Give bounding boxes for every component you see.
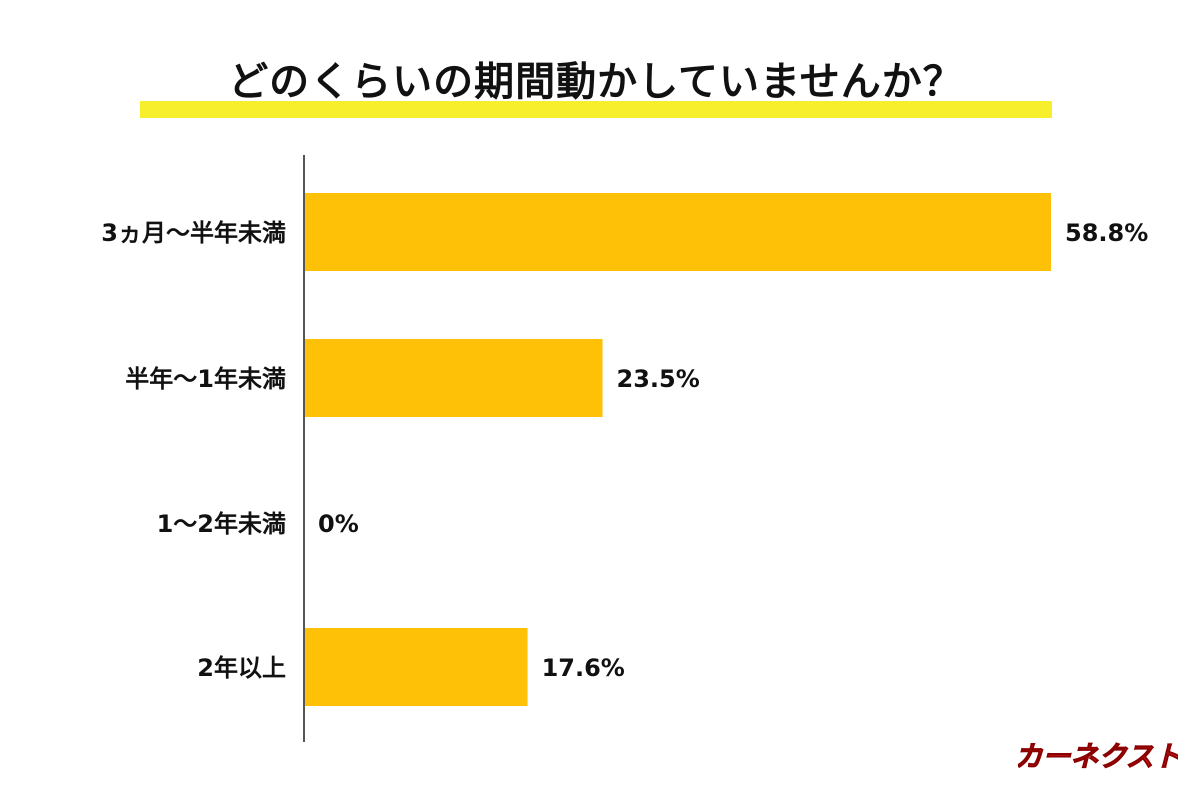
brand-logo-outline: カーネクスト bbox=[1018, 740, 1178, 773]
bar bbox=[304, 339, 603, 417]
value-label: 23.5% bbox=[617, 365, 700, 393]
brand-logo-text: カーネクスト bbox=[1018, 740, 1178, 773]
value-label: 58.8% bbox=[1065, 219, 1148, 247]
value-label: 17.6% bbox=[542, 654, 625, 682]
brand-logo: カーネクスト カーネクスト bbox=[1018, 737, 1178, 776]
chart-title: どのくらいの期間動かしていませんか？ bbox=[228, 59, 964, 105]
bar bbox=[304, 628, 528, 706]
category-label: 半年〜1年未満 bbox=[125, 365, 286, 393]
category-label: 2年以上 bbox=[197, 654, 286, 682]
chart-title-block: どのくらいの期間動かしていませんか？ bbox=[140, 52, 1052, 122]
category-label: 1〜2年未満 bbox=[157, 510, 286, 538]
category-label: 3ヵ月〜半年未満 bbox=[101, 219, 286, 247]
title-highlight bbox=[140, 101, 1052, 118]
value-label: 0% bbox=[318, 510, 359, 538]
bar bbox=[304, 193, 1051, 271]
